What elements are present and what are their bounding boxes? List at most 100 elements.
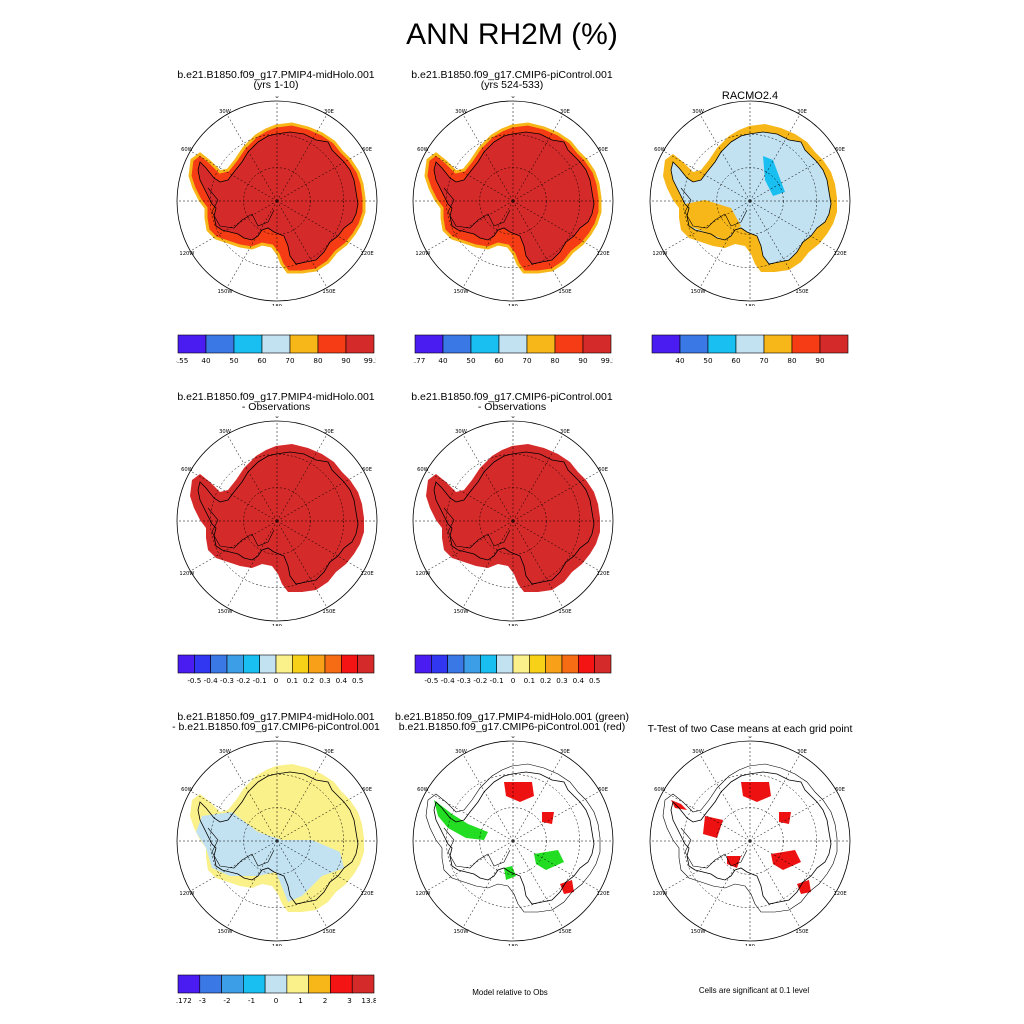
meridian-label: 60W — [181, 147, 193, 153]
colorbar-swatch — [679, 334, 709, 354]
colorbar-swatch — [177, 334, 207, 354]
grounding-line — [207, 827, 275, 869]
meridian-label: 150E — [558, 609, 571, 615]
colorbar-label: -2 — [223, 996, 230, 1005]
panel-title-line: - b.e21.B1850.f09_g17.CMIP6-piControl.00… — [172, 721, 380, 733]
colorbar-label: 3 — [347, 996, 352, 1005]
map-boundary — [176, 420, 378, 622]
colorbar-label: 2 — [323, 996, 328, 1005]
map-case2: 030E60E90E120E150E180150W120W90W60W30W — [412, 96, 614, 306]
colorbar-label: 40 — [675, 356, 685, 365]
coast-band-80 — [188, 122, 366, 274]
meridian-label: 150W — [217, 609, 232, 615]
colorbar-label: -0.5 — [187, 676, 201, 685]
colorbar-swatch — [317, 334, 347, 354]
colorbar-swatch — [791, 334, 821, 354]
meridian-label: 120W — [415, 891, 430, 897]
colorbar-label: 1 — [298, 996, 303, 1005]
map-field — [190, 444, 364, 592]
panel-title-case1-minus-obs: b.e21.B1850.f09_g17.PMIP4-midHolo.001 - … — [126, 392, 426, 413]
colorbar-swatch — [210, 654, 228, 674]
colorbar-swatch — [554, 334, 584, 354]
meridian-label: 120W — [415, 251, 430, 257]
grounding-line — [443, 827, 511, 869]
colorbar-swatch — [308, 974, 331, 994]
meridian-label: 150W — [453, 289, 468, 295]
meridian-label: 150E — [795, 929, 808, 935]
colorbar-label: 13.802 — [361, 996, 376, 1005]
map-field — [663, 124, 837, 272]
map-field — [426, 444, 600, 592]
meridian-label: 180 — [508, 624, 518, 626]
graticule — [177, 101, 377, 301]
colorbar-swatch — [463, 654, 481, 674]
colorbar-label: 0.2 — [303, 676, 314, 685]
meridian-label: 180 — [745, 304, 755, 306]
sig-red-2 — [542, 812, 554, 824]
meridian-label: 120W — [415, 571, 430, 577]
map-boundary — [412, 100, 614, 302]
colorbar-case1-minus-obs: -0.5 -0.4 -0.3 -0.2 -0.1 0 0.1 0.2 0.3 0.4 0.5 — [177, 654, 375, 685]
panel-title-case1-minus-case2: b.e21.B1850.f09_g17.PMIP4-midHolo.001 - … — [126, 711, 426, 733]
meridian-label: 0 — [511, 96, 514, 100]
colorbar-label: 21.77 — [413, 356, 425, 365]
colorbar-swatch — [286, 974, 309, 994]
colorbar-label: -0.5 — [424, 676, 438, 685]
meridian-label: 30E — [560, 749, 570, 755]
note-significance: Cells are significant at 0.1 level — [698, 986, 810, 995]
meridian-label: 120W — [179, 251, 194, 257]
interior-99 — [434, 132, 594, 264]
colorbar-label: 40 — [201, 356, 211, 365]
meridian-label: 60E — [835, 147, 845, 153]
colorbar-label: 50 — [466, 356, 476, 365]
colorbar-label: -0.1 — [490, 676, 504, 685]
meridian-label: 150E — [322, 609, 335, 615]
graticule — [650, 101, 850, 301]
panel-title-ttest: T-Test of two Case means at each grid po… — [600, 724, 900, 735]
meridian-label: 180 — [272, 624, 282, 626]
sig-green-1 — [434, 800, 488, 840]
colorbar-label: 0 — [511, 676, 516, 685]
colorbar-label: -0.4 — [441, 676, 455, 685]
meridian-label: 0 — [511, 416, 514, 420]
colorbar-label: 0.3 — [319, 676, 330, 685]
meridian-label: 30W — [219, 749, 231, 755]
panel-title-case2: b.e21.B1850.f09_g17.CMIP6-piControl.001 … — [362, 70, 662, 91]
colorbar-label: 0.4 — [573, 676, 585, 685]
colorbar-swatch — [545, 654, 563, 674]
coastline — [197, 131, 359, 265]
panel-title-line: b.e21.B1850.f09_g17.PMIP4-midHolo.001 — [177, 711, 375, 723]
meridian-label: 30W — [219, 429, 231, 435]
colorbar-label: 70 — [759, 356, 769, 365]
coastline — [433, 771, 595, 905]
coastline — [670, 771, 832, 905]
meridian-label: 120W — [652, 251, 667, 257]
colorbar-label: 24.55 — [176, 356, 188, 365]
colorbar-swatch — [345, 334, 375, 354]
meridian-label: 30E — [560, 429, 570, 435]
map-boundary — [649, 100, 851, 302]
meridian-label: 60E — [598, 787, 608, 793]
colorbar-label: -3 — [199, 996, 206, 1005]
meridian-label: 30W — [692, 109, 704, 115]
map-field — [424, 122, 602, 274]
graticule — [177, 421, 377, 621]
sig-red-3 — [797, 880, 811, 894]
panel-title-line: - Observations — [477, 401, 547, 413]
meridian-label: 30W — [455, 429, 467, 435]
sig-red-2 — [779, 812, 791, 824]
colorbar-label: 90 — [815, 356, 825, 365]
panel-title-line: (yrs 1-10) — [253, 79, 299, 91]
colorbar-label: 80 — [313, 356, 323, 365]
colorbar-label: -0.2 — [236, 676, 250, 685]
colorbar-label: 60 — [494, 356, 504, 365]
graticule — [650, 741, 850, 941]
panel-title-case2-minus-obs: b.e21.B1850.f09_g17.CMIP6-piControl.001 … — [362, 392, 662, 413]
colorbar-swatch — [357, 654, 375, 674]
map-field — [190, 764, 364, 912]
colorbar-label: 60 — [731, 356, 741, 365]
meridian-label: 180 — [272, 304, 282, 306]
meridian-label: 120E — [360, 571, 373, 577]
colorbar-swatch — [226, 654, 244, 674]
meridian-label: 150W — [217, 929, 232, 935]
